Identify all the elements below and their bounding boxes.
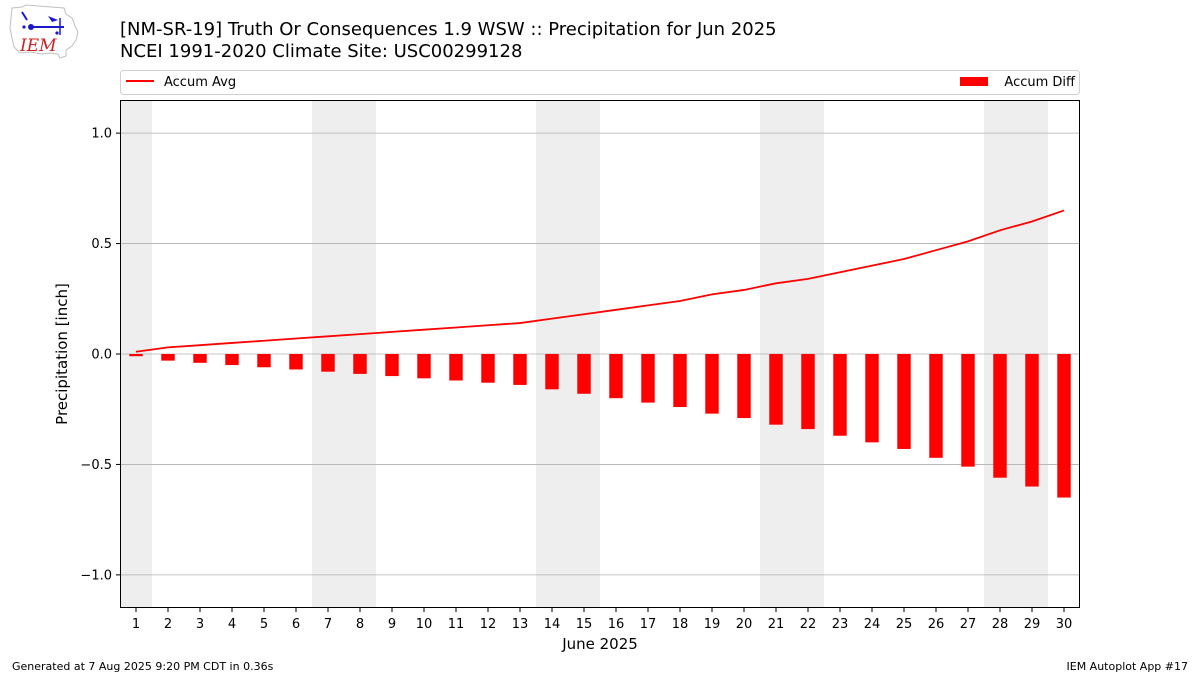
x-tick-label: 11 [448,617,465,632]
accum-diff-bar-13 [513,354,527,385]
y-axis-label: Precipitation [inch] [53,283,71,425]
accum-diff-bar-9 [385,354,399,377]
accum-diff-bar-1 [129,354,143,357]
accum-diff-bar-24 [865,354,879,443]
accum-diff-bar-11 [449,354,463,381]
accum-diff-bar-7 [321,354,335,372]
accum-diff-bar-12 [481,354,495,383]
accum-diff-bar-27 [961,354,975,467]
x-tick-label: 15 [576,617,593,632]
accum-diff-bar-22 [801,354,815,430]
accum-diff-bar-5 [257,354,271,368]
x-tick-label: 3 [196,617,204,632]
y-tick-label: 1.0 [91,127,112,142]
accum-diff-bar-28 [993,354,1007,478]
x-tick-label: 4 [228,617,236,632]
legend-bar-swatch [960,77,988,86]
x-tick-label: 29 [1024,617,1041,632]
x-tick-label: 6 [292,617,300,632]
x-tick-label: 18 [672,617,689,632]
accum-diff-bar-25 [897,354,911,449]
x-tick-label: 8 [356,617,364,632]
accum-diff-bars [129,354,1071,498]
logo-text: IEM [19,36,57,56]
accum-diff-bar-2 [161,354,175,361]
x-axis-ticks: 1 2 3 4 5 6 7 8 9 10 11 12 13 14 15 16 17 18 19 20 21 22 23 24 2… [132,608,1072,632]
chart-title: [NM-SR-19] Truth Or Consequences 1.9 WSW… [120,19,777,40]
x-tick-label: 16 [608,617,625,632]
accum-diff-bar-16 [609,354,623,399]
x-tick-label: 25 [896,617,913,632]
x-axis-label: June 2025 [561,635,638,653]
y-axis-ticks: −1.0 −0.5 0.0 0.5 1.0 [80,127,120,583]
accum-diff-bar-10 [417,354,431,379]
iem-logo: IEM [9,4,79,59]
accum-diff-bar-8 [353,354,367,374]
accum-diff-bar-6 [289,354,303,370]
footer-generated-text: Generated at 7 Aug 2025 9:20 PM CDT in 0… [12,660,274,673]
x-tick-label: 20 [736,617,753,632]
x-tick-label: 30 [1056,617,1073,632]
x-tick-label: 27 [960,617,977,632]
plot-frame [120,100,1080,608]
accum-diff-bar-26 [929,354,943,458]
y-tick-label: −0.5 [80,458,112,473]
x-tick-label: 19 [704,617,721,632]
x-tick-label: 22 [800,617,817,632]
x-tick-label: 17 [640,617,657,632]
x-tick-label: 14 [544,617,561,632]
accum-diff-bar-15 [577,354,591,394]
y-tick-label: −1.0 [80,568,112,583]
accum-diff-bar-20 [737,354,751,419]
x-tick-label: 23 [832,617,849,632]
x-tick-label: 24 [864,617,881,632]
accum-diff-bar-3 [193,354,207,363]
accum-diff-bar-19 [705,354,719,414]
x-tick-label: 13 [512,617,529,632]
accum-diff-bar-17 [641,354,655,403]
x-tick-label: 21 [768,617,785,632]
x-tick-label: 10 [416,617,433,632]
accum-avg-line [135,209,1065,353]
accum-avg-line-group [135,209,1065,353]
chart-subtitle: NCEI 1991-2020 Climate Site: USC00299128 [120,41,522,62]
x-tick-label: 9 [388,617,396,632]
legend: Accum Avg Accum Diff [120,70,1080,95]
x-tick-label: 2 [164,617,172,632]
accum-diff-bar-30 [1057,354,1071,498]
y-tick-label: 0.0 [91,348,112,363]
accum-diff-bar-14 [545,354,559,390]
x-tick-label: 28 [992,617,1009,632]
x-tick-label: 12 [480,617,497,632]
x-tick-label: 26 [928,617,945,632]
x-tick-label: 7 [324,617,332,632]
footer-app-text: IEM Autoplot App #17 [1067,660,1189,673]
x-tick-label: 1 [132,617,140,632]
accum-diff-bar-23 [833,354,847,436]
legend-bar-label: Accum Diff [1004,75,1076,90]
legend-line-label: Accum Avg [164,75,236,90]
accum-diff-bar-18 [673,354,687,408]
y-tick-label: 0.5 [91,237,112,252]
accum-diff-bar-21 [769,354,783,425]
x-tick-label: 5 [260,617,268,632]
gridlines [120,132,1080,576]
accum-diff-bar-29 [1025,354,1039,487]
accum-diff-bar-4 [225,354,239,366]
